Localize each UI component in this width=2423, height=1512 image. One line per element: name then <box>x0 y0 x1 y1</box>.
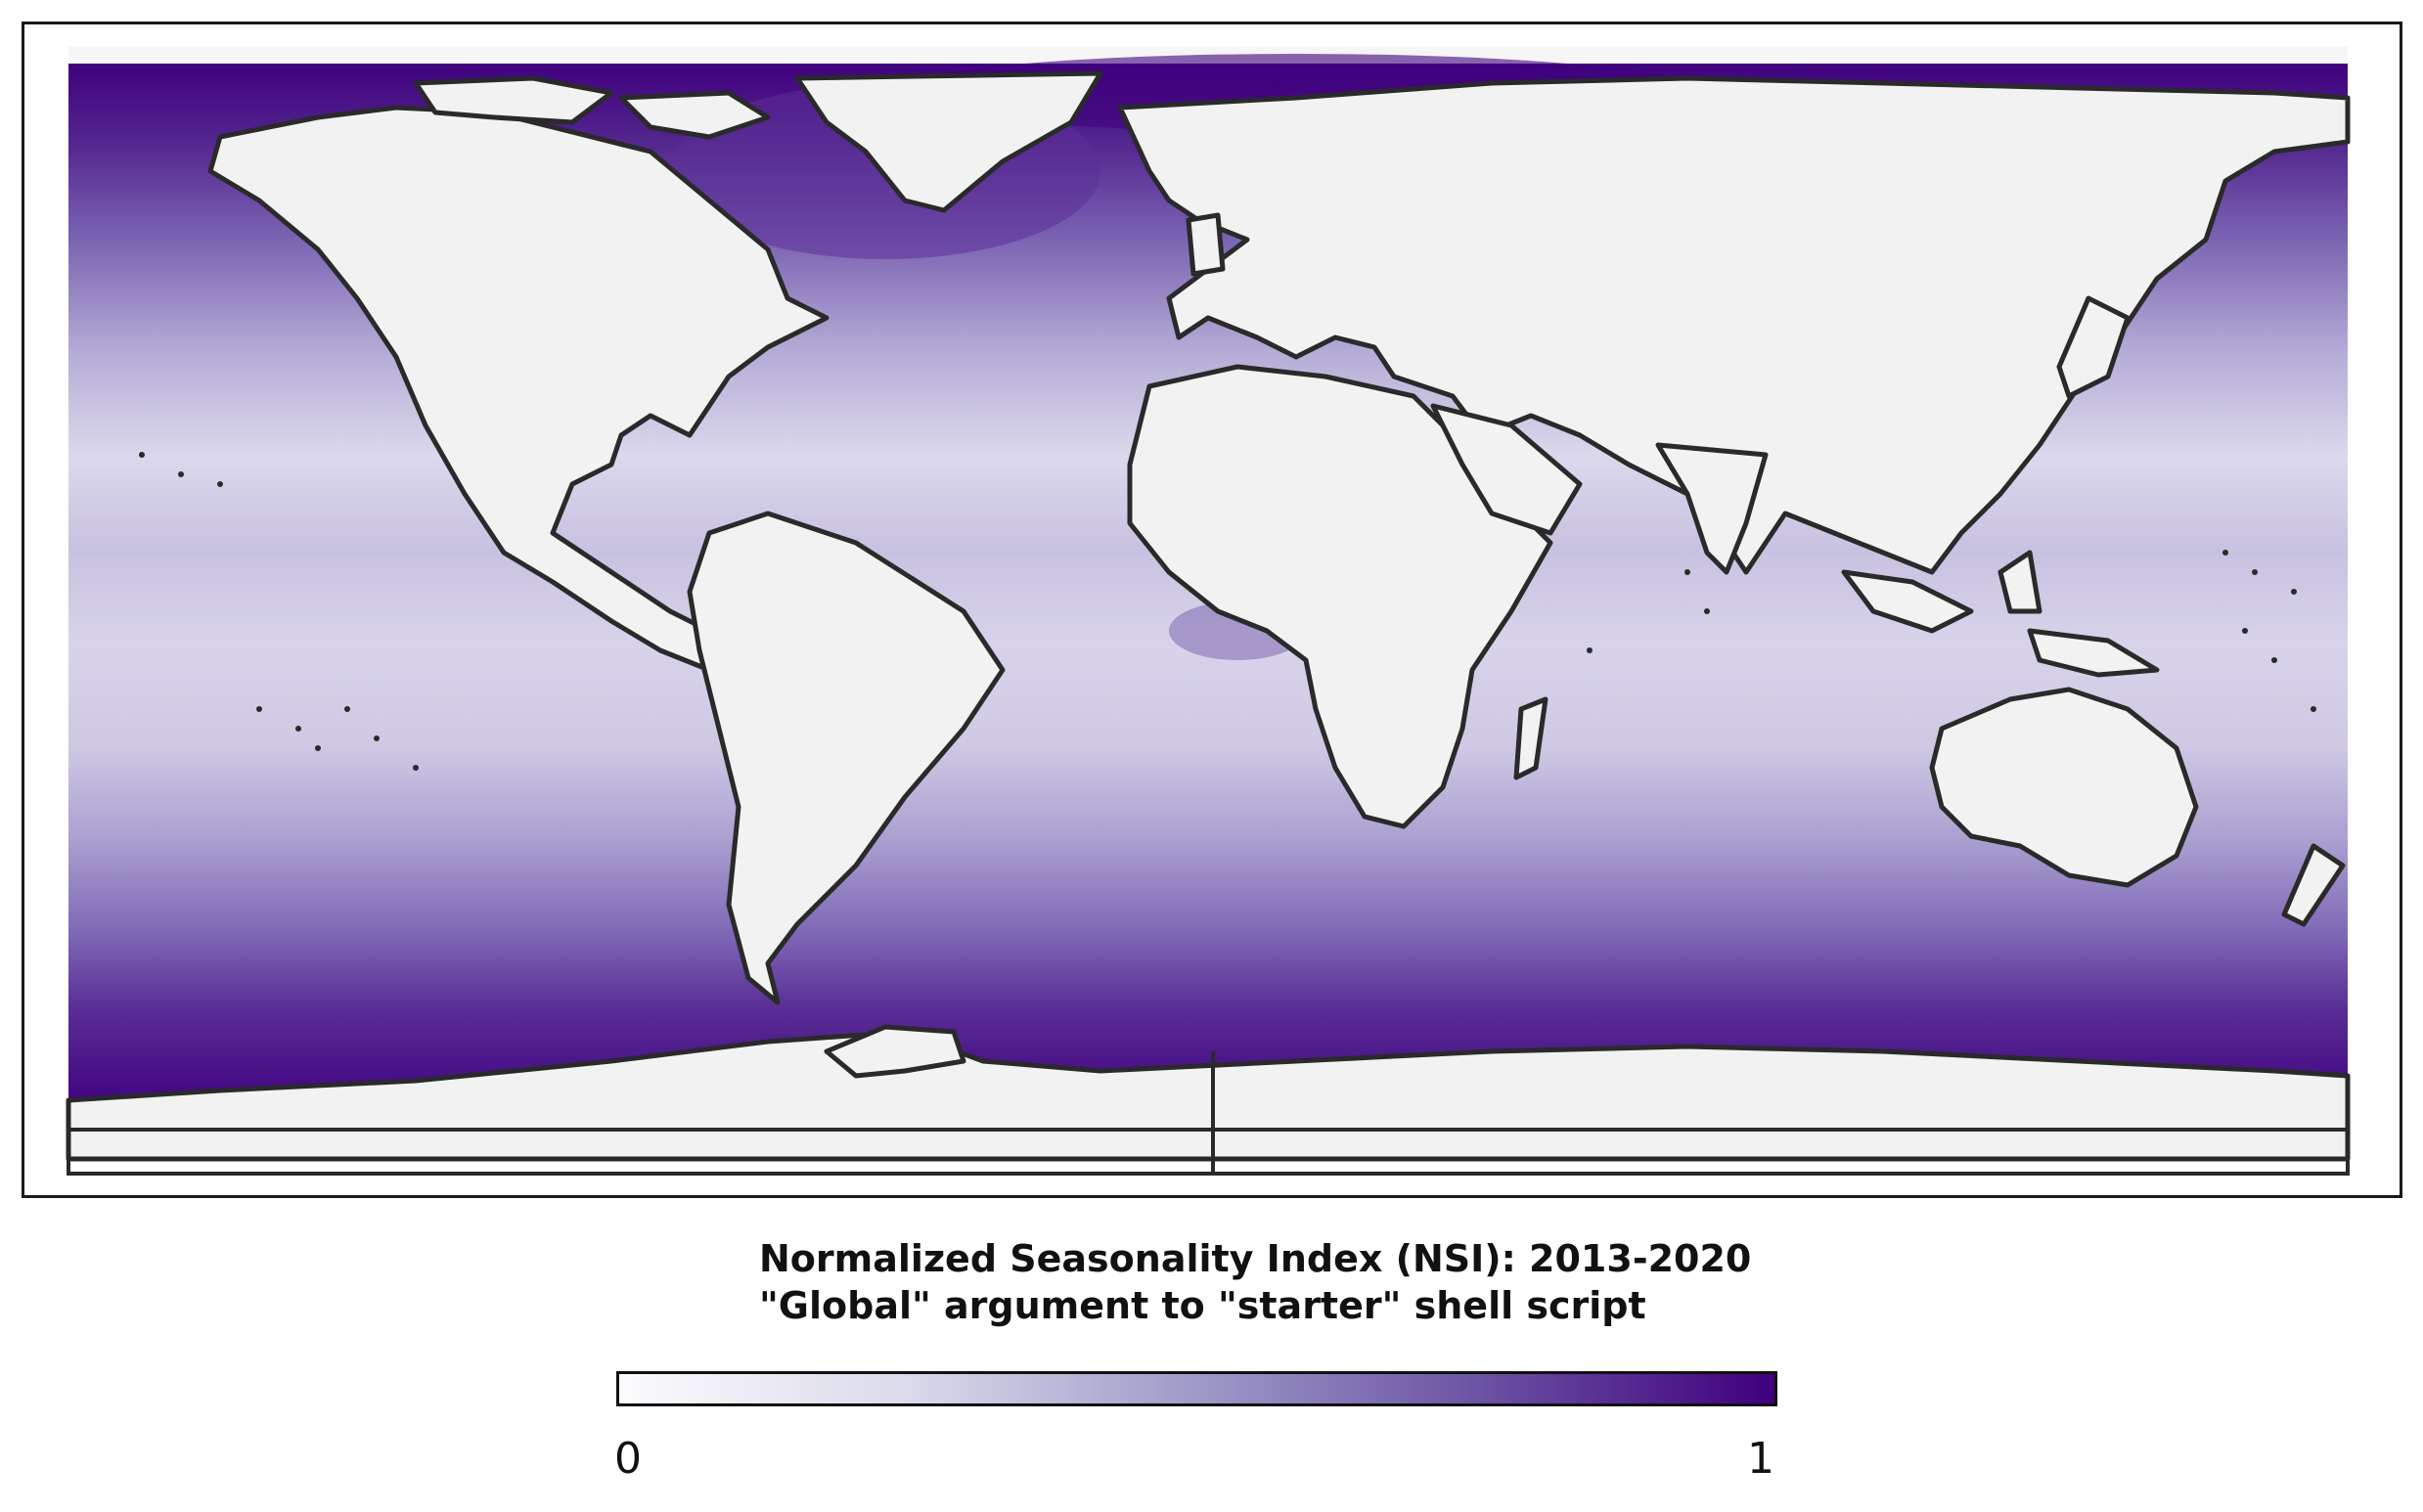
colorbar-max-label: 1 <box>1747 1434 1774 1484</box>
colorbar-min-label: 0 <box>614 1434 642 1484</box>
map-subtitle: "Global" argument to "starter" shell scr… <box>759 1284 1646 1327</box>
landmasses <box>66 70 2351 1162</box>
pacific-islands <box>139 452 2316 771</box>
map-title: Normalized Seasonality Index (NSI): 2013… <box>759 1237 1752 1280</box>
colorbar <box>616 1371 1777 1406</box>
world-map <box>66 46 2351 1176</box>
map-frame <box>22 22 2402 1198</box>
